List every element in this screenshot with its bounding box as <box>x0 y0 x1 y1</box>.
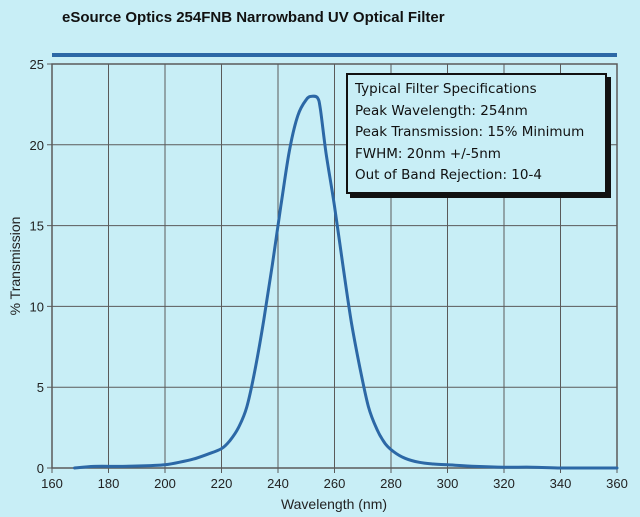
title-rule <box>52 53 617 57</box>
plot-frame <box>51 63 618 469</box>
x-tick-labels: 160 180 200 220 240 260 280 300 320 340 360 <box>41 476 628 491</box>
spec-heading: Typical Filter Specifications <box>355 81 537 97</box>
y-tick-label: 25 <box>30 57 44 72</box>
x-tick-label: 320 <box>493 476 515 491</box>
y-tick-label: 20 <box>30 138 44 153</box>
x-tick-label: 200 <box>154 476 176 491</box>
spec-peak-wavelength: Peak Wavelength: 254nm <box>355 102 528 119</box>
x-tick-label: 300 <box>437 476 459 491</box>
y-tick-label: 5 <box>37 380 44 395</box>
filter-specifications-box: Typical Filter Specifications Peak Wavel… <box>346 73 607 194</box>
chart-title: eSource Optics 254FNB Narrowband UV Opti… <box>62 9 445 26</box>
y-tick-labels: 0 5 10 15 20 25 <box>30 57 44 476</box>
x-tick-label: 340 <box>550 476 572 491</box>
y-axis-label: % Transmission <box>7 217 23 316</box>
y-tick-label: 0 <box>37 461 44 476</box>
x-tick-label: 280 <box>380 476 402 491</box>
spec-peak-transmission: Peak Transmission: 15% Minimum <box>355 124 585 140</box>
y-tick-label: 15 <box>30 219 44 234</box>
spec-out-of-band-rejection: Out of Band Rejection: 10-4 <box>355 167 542 183</box>
x-tick-label: 260 <box>324 476 346 491</box>
y-tick-label: 10 <box>30 299 44 314</box>
x-tick-label: 180 <box>98 476 120 491</box>
spec-fwhm: FWHM: 20nm +/-5nm <box>355 145 501 162</box>
transmission-curve <box>73 94 619 470</box>
x-tick-label: 160 <box>41 476 63 491</box>
x-axis-label: Wavelength (nm) <box>281 496 387 512</box>
x-tick-label: 360 <box>606 476 628 491</box>
x-tick-label: 240 <box>267 476 289 491</box>
x-tick-label: 220 <box>211 476 233 491</box>
